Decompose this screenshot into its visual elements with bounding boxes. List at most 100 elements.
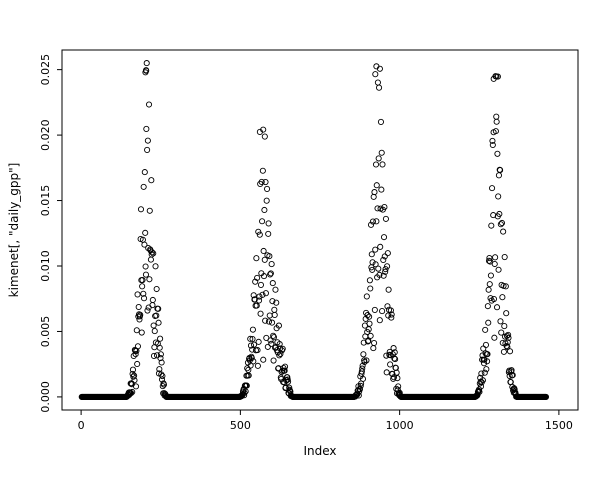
data-point — [369, 266, 376, 273]
data-point — [148, 251, 155, 258]
data-point — [284, 376, 291, 383]
data-point — [378, 186, 385, 193]
data-point — [396, 389, 403, 396]
data-point — [131, 372, 138, 379]
data-point — [377, 243, 384, 250]
data-point — [265, 230, 272, 237]
data-point — [487, 258, 494, 265]
data-point — [264, 343, 271, 350]
data-point — [265, 220, 272, 227]
data-point — [143, 60, 150, 67]
data-point — [247, 335, 254, 342]
data-point — [144, 307, 151, 314]
data-point — [259, 167, 266, 174]
data-point — [262, 317, 269, 324]
data-point — [157, 351, 164, 358]
data-point — [379, 161, 386, 168]
data-point — [149, 302, 156, 309]
data-point — [159, 372, 166, 380]
data-point — [368, 251, 375, 258]
data-point — [159, 383, 166, 390]
data-point — [484, 303, 491, 310]
data-point — [383, 369, 390, 376]
data-point — [391, 355, 398, 362]
data-point — [254, 274, 261, 281]
data-point — [258, 178, 265, 185]
data-point — [501, 323, 508, 330]
data-point — [355, 392, 362, 399]
data-point — [241, 392, 248, 399]
data-point — [363, 293, 370, 300]
data-point — [249, 326, 256, 333]
data-point — [361, 358, 368, 366]
data-point — [281, 363, 289, 370]
tick-label: 0.025 — [39, 54, 52, 86]
data-point — [145, 304, 152, 311]
data-point — [142, 271, 150, 278]
data-point — [270, 357, 277, 364]
data-point — [505, 334, 512, 341]
data-point — [156, 366, 163, 373]
data-point — [127, 390, 135, 397]
data-point — [284, 374, 291, 381]
data-point — [134, 291, 141, 298]
data-point — [276, 352, 283, 359]
data-point — [261, 133, 268, 140]
data-point — [498, 329, 505, 336]
data-point — [140, 183, 147, 190]
data-point — [273, 299, 280, 306]
data-point — [390, 345, 397, 352]
data-point — [394, 375, 401, 382]
data-point — [259, 291, 266, 298]
data-point — [372, 261, 379, 268]
data-point — [270, 334, 277, 341]
data-point — [503, 342, 510, 350]
data-point — [153, 285, 160, 293]
data-point — [163, 393, 170, 400]
data-point — [247, 342, 255, 349]
data-point — [482, 326, 489, 333]
data-point — [385, 286, 392, 293]
data-point — [141, 241, 148, 248]
data-point — [387, 361, 394, 368]
data-point — [153, 312, 160, 319]
data-point — [255, 297, 263, 304]
data-point — [140, 290, 147, 297]
data-point — [271, 311, 278, 319]
data-point — [271, 306, 278, 313]
data-point — [255, 228, 262, 235]
data-point — [261, 256, 268, 263]
data-point — [489, 141, 496, 149]
data-point — [144, 137, 151, 144]
data-point — [476, 388, 483, 395]
data-point — [500, 348, 507, 355]
data-point — [383, 352, 390, 359]
data-point — [283, 377, 290, 384]
data-point — [143, 125, 150, 132]
data-point — [139, 283, 146, 290]
data-point — [245, 372, 252, 379]
data-point — [494, 150, 501, 157]
data-point — [478, 370, 485, 377]
data-point — [366, 313, 373, 320]
data-point — [363, 357, 370, 364]
data-point — [262, 178, 269, 186]
data-point — [272, 286, 279, 293]
data-point — [142, 229, 149, 236]
x-axis-label: Index — [303, 444, 336, 458]
tick-label: 0.015 — [39, 185, 52, 217]
data-point — [487, 272, 494, 279]
data-point — [486, 281, 493, 288]
data-point — [250, 358, 257, 365]
data-point — [359, 362, 366, 369]
scatter-points-layer — [78, 60, 550, 400]
data-point — [373, 218, 380, 225]
data-point — [501, 254, 508, 261]
tick-label: 0 — [78, 419, 85, 432]
data-point — [257, 281, 265, 288]
data-point — [146, 207, 153, 214]
data-point — [374, 79, 381, 86]
data-point — [253, 255, 260, 262]
data-point — [391, 349, 398, 356]
data-point — [367, 221, 375, 228]
